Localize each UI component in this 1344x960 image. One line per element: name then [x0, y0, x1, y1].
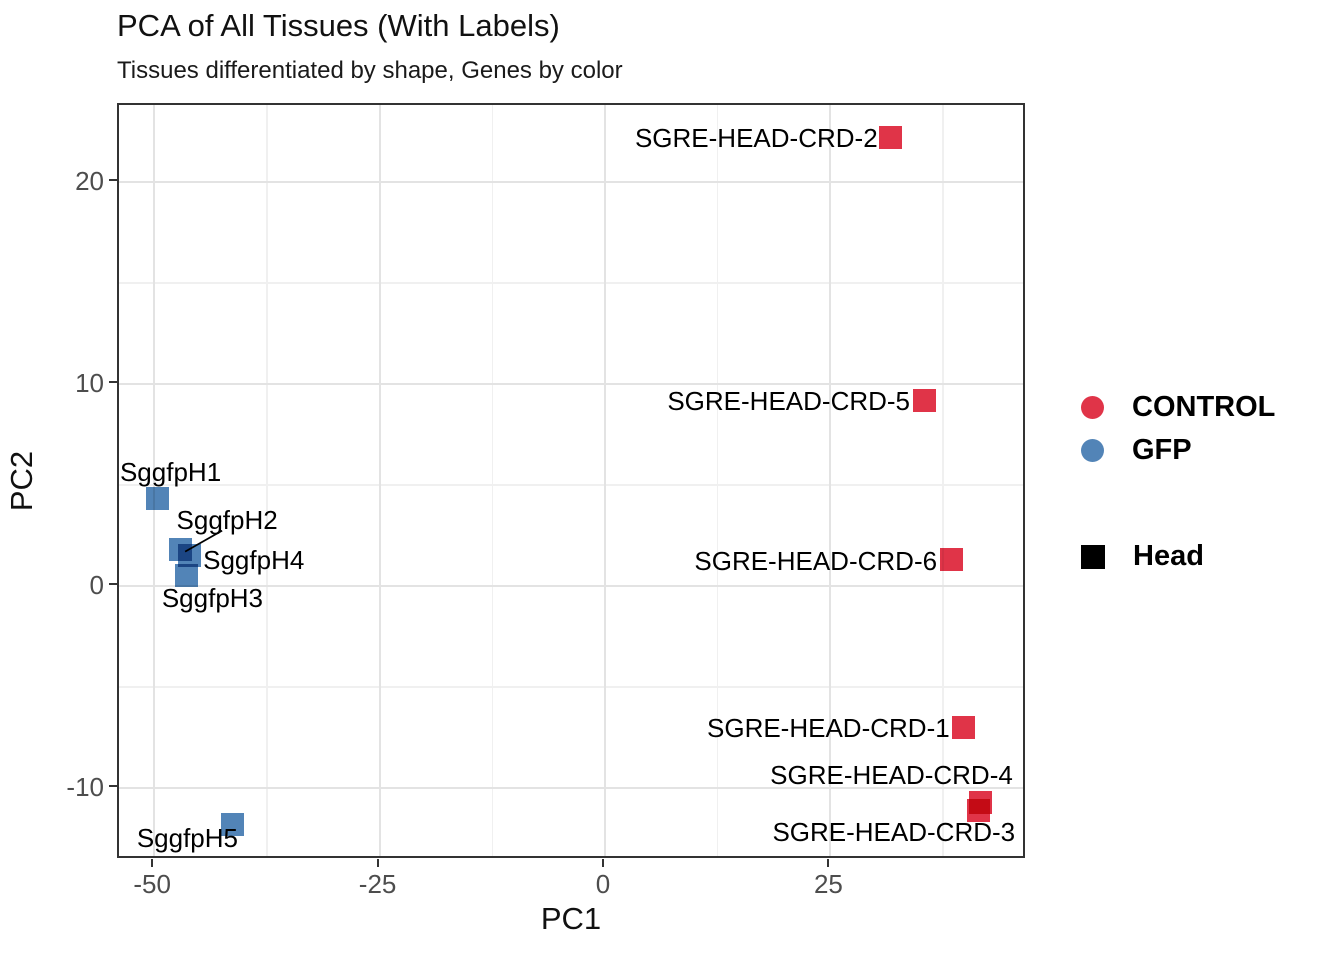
- x-major-gridline: [153, 105, 156, 856]
- gfp-color-swatch-icon: [1081, 439, 1104, 462]
- point-label: SggfpH2: [176, 504, 278, 535]
- point-label: SGRE-HEAD-CRD-2: [634, 123, 878, 154]
- y-minor-gridline: [119, 686, 1023, 688]
- y-major-gridline: [119, 584, 1023, 587]
- y-major-gridline: [119, 787, 1023, 790]
- chart-subtitle: Tissues differentiated by shape, Genes b…: [117, 57, 623, 84]
- data-point-SggfpH3: [174, 564, 198, 588]
- x-minor-gridline: [942, 105, 944, 856]
- plot-panel: [117, 103, 1025, 858]
- x-axis-tick: [827, 859, 830, 867]
- data-point-SGRE-HEAD-CRD-2: [879, 125, 903, 149]
- point-label: SGRE-HEAD-CRD-5: [667, 386, 911, 417]
- legend-item-gfp: GFP: [1081, 429, 1275, 472]
- y-minor-gridline: [119, 282, 1023, 284]
- y-axis-tick: [109, 582, 117, 585]
- control-color-swatch-icon: [1081, 396, 1104, 419]
- legend: CONTROL GFP Head: [1081, 386, 1275, 578]
- y-axis-tick: [109, 785, 117, 788]
- x-axis-tick: [151, 859, 154, 867]
- data-point-SGRE-HEAD-CRD-6: [939, 548, 963, 572]
- legend-label: Head: [1133, 540, 1204, 572]
- x-major-gridline: [378, 105, 381, 856]
- x-minor-gridline: [716, 105, 719, 856]
- legend-label: GFP: [1132, 434, 1192, 466]
- y-tick-label: 0: [89, 569, 104, 600]
- y-major-gridline: [119, 382, 1023, 385]
- x-axis-tick: [376, 859, 379, 867]
- point-label: SGRE-HEAD-CRD-1: [707, 713, 950, 744]
- y-axis-tick: [109, 178, 117, 181]
- x-tick-label: -25: [358, 869, 397, 899]
- y-tick-label: 20: [75, 165, 104, 196]
- data-point-SGRE-HEAD-CRD-5: [912, 388, 936, 412]
- chart-title: PCA of All Tissues (With Labels): [117, 8, 560, 43]
- y-major-gridline: [119, 180, 1023, 183]
- x-major-gridline: [604, 105, 606, 856]
- point-label: SGRE-HEAD-CRD-4: [770, 760, 1013, 791]
- x-tick-label: -50: [133, 869, 171, 899]
- data-point-SGRE-HEAD-CRD-1: [952, 715, 976, 739]
- x-axis-tick: [602, 859, 604, 867]
- y-tick-label: 10: [75, 367, 104, 398]
- data-point-SGRE-HEAD-CRD-3: [966, 798, 990, 822]
- x-tick-label: 25: [813, 869, 843, 899]
- data-point-SggfpH4: [177, 544, 201, 568]
- point-label: SggfpH4: [203, 544, 305, 575]
- head-shape-swatch-icon: [1081, 544, 1105, 569]
- point-label: SggfpH3: [161, 582, 264, 613]
- data-point-SggfpH1: [146, 486, 170, 510]
- legend-label: CONTROL: [1132, 391, 1276, 423]
- point-label: SggfpH1: [119, 457, 222, 488]
- y-axis-tick: [109, 380, 117, 383]
- point-label: SGRE-HEAD-CRD-3: [772, 817, 1016, 848]
- data-point-SggfpH5: [220, 812, 244, 836]
- y-minor-gridline: [119, 484, 1023, 486]
- y-tick-label: -10: [66, 772, 104, 803]
- x-major-gridline: [829, 105, 832, 856]
- point-label: SggfpH5: [136, 823, 238, 854]
- point-label: SGRE-HEAD-CRD-6: [694, 545, 938, 576]
- y-axis-title: PC2: [4, 450, 39, 512]
- x-minor-gridline: [491, 105, 494, 856]
- legend-item-control: CONTROL: [1081, 386, 1275, 429]
- legend-item-head: Head: [1081, 535, 1275, 578]
- x-minor-gridline: [266, 105, 268, 856]
- x-axis-title: PC1: [540, 901, 602, 936]
- x-tick-label: 0: [595, 869, 611, 899]
